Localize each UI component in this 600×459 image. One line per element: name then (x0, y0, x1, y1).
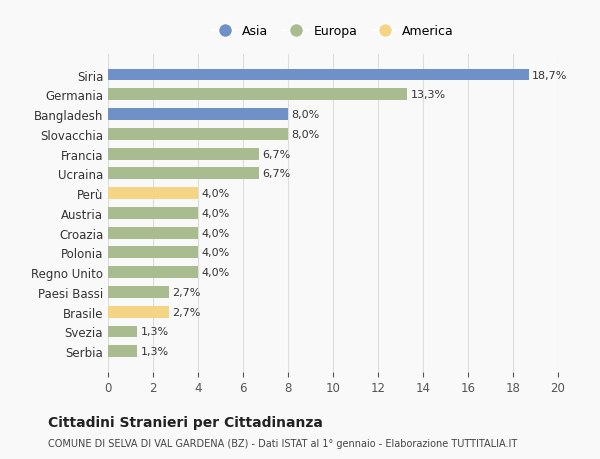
Bar (108, 247, 198, 259)
Text: 1,3%: 1,3% (140, 347, 169, 357)
Bar (108, 129, 288, 140)
Legend: Asia, Europa, America: Asia, Europa, America (207, 20, 459, 43)
Text: 4,0%: 4,0% (202, 208, 230, 218)
Bar (108, 168, 259, 180)
Text: 6,7%: 6,7% (262, 149, 290, 159)
Bar (108, 286, 169, 298)
Text: 8,0%: 8,0% (292, 110, 320, 120)
Bar (108, 148, 259, 160)
Text: 13,3%: 13,3% (410, 90, 446, 100)
Bar (108, 188, 198, 200)
Text: 4,0%: 4,0% (202, 228, 230, 238)
Text: 4,0%: 4,0% (202, 189, 230, 199)
Text: 6,7%: 6,7% (262, 169, 290, 179)
Bar (108, 346, 137, 358)
Bar (108, 306, 169, 318)
Text: 4,0%: 4,0% (202, 248, 230, 258)
Text: 18,7%: 18,7% (532, 70, 568, 80)
Bar (108, 69, 529, 81)
Bar (108, 267, 198, 279)
Text: COMUNE DI SELVA DI VAL GARDENA (BZ) - Dati ISTAT al 1° gennaio - Elaborazione TU: COMUNE DI SELVA DI VAL GARDENA (BZ) - Da… (48, 438, 517, 448)
Text: 1,3%: 1,3% (140, 327, 169, 337)
Text: Cittadini Stranieri per Cittadinanza: Cittadini Stranieri per Cittadinanza (48, 415, 323, 429)
Text: 4,0%: 4,0% (202, 268, 230, 278)
Bar (108, 109, 288, 121)
Bar (108, 326, 137, 338)
Text: 2,7%: 2,7% (172, 287, 200, 297)
Bar (108, 207, 198, 219)
Text: 8,0%: 8,0% (292, 129, 320, 140)
Text: 2,7%: 2,7% (172, 307, 200, 317)
Bar (108, 89, 407, 101)
Bar (108, 227, 198, 239)
